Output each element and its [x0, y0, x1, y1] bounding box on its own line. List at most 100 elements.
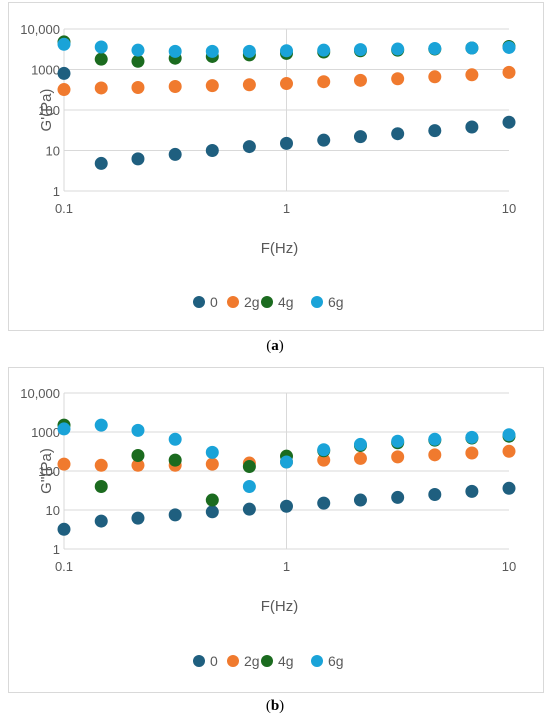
- legend-label: 0: [210, 653, 218, 669]
- data-point-2g: [428, 448, 442, 462]
- x-tick-label: 0.1: [55, 201, 73, 216]
- legend-label: 6g: [328, 653, 344, 669]
- data-point-6g: [353, 437, 367, 451]
- data-point-6g: [502, 40, 516, 54]
- data-point-0: [168, 147, 182, 161]
- data-point-6g: [465, 430, 479, 444]
- data-point-0: [428, 124, 442, 138]
- data-point-0: [280, 499, 293, 513]
- data-point-0: [131, 511, 145, 525]
- y-tick-label: 10: [46, 503, 60, 518]
- data-point-6g: [353, 43, 367, 57]
- data-point-2g: [242, 78, 256, 92]
- data-point-0: [168, 508, 182, 522]
- y-axis-title: G'(Pa): [38, 89, 55, 132]
- data-point-2g: [131, 80, 145, 94]
- data-point-2g: [391, 72, 405, 86]
- data-point-4g: [242, 460, 256, 474]
- legend-marker-4g: [261, 296, 273, 308]
- x-tick-label: 1: [283, 559, 290, 574]
- legend-label: 0: [210, 294, 218, 310]
- data-point-4g: [131, 448, 145, 462]
- data-point-2g: [465, 446, 479, 460]
- data-point-6g: [391, 42, 405, 56]
- x-tick-label: 1: [283, 201, 290, 216]
- legend-marker-0: [193, 655, 205, 667]
- data-point-2g: [131, 458, 145, 472]
- data-point-2g: [205, 79, 219, 93]
- data-point-0: [391, 490, 405, 504]
- legend-marker-2g: [227, 296, 239, 308]
- y-tick-label: 100: [38, 464, 60, 479]
- data-point-0: [205, 144, 219, 157]
- x-axis-title: F(Hz): [261, 240, 299, 257]
- chart-b-svg: 1 10 100 1000 10,000 0.1 1 10 G''(Pa) F(Hz) 0 2g 4g 6…: [20, 386, 516, 669]
- data-point-4g: [168, 453, 182, 467]
- legend-label: 4g: [278, 294, 294, 310]
- data-point-6g: [502, 428, 516, 442]
- x-axis-title: F(Hz): [261, 598, 299, 615]
- data-point-0: [353, 493, 367, 507]
- data-point-6g: [205, 44, 219, 58]
- data-point-4g: [94, 52, 108, 66]
- y-tick-label: 10,000: [20, 22, 60, 37]
- legend-marker-6g: [311, 655, 323, 667]
- data-point-6g: [131, 43, 145, 57]
- data-point-6g: [242, 480, 256, 494]
- data-point-0: [280, 136, 293, 150]
- data-point-2g: [353, 73, 367, 87]
- chart-panel-a: 1 10 100 1000 10,000 0.1 1 10 G'(Pa) F(Hz) 0 2g 4g 6g: [8, 2, 544, 331]
- y-tick-label: 100: [38, 103, 60, 118]
- y-tick-label: 1000: [31, 425, 60, 440]
- data-point-6g: [280, 44, 293, 58]
- legend-marker-6g: [311, 296, 323, 308]
- y-tick-label: 1: [53, 542, 60, 557]
- data-point-0: [94, 156, 108, 170]
- data-point-6g: [57, 37, 71, 51]
- legend-marker-2g: [227, 655, 239, 667]
- legend-label: 2g: [244, 653, 260, 669]
- data-point-2g: [280, 77, 293, 91]
- data-point-4g: [131, 54, 145, 68]
- data-point-2g: [94, 81, 108, 95]
- data-point-2g: [317, 453, 331, 467]
- data-point-6g: [94, 40, 108, 54]
- data-point-0: [391, 127, 405, 141]
- legend-label: 2g: [244, 294, 260, 310]
- chart-a-svg: 1 10 100 1000 10,000 0.1 1 10 G'(Pa) F(Hz) 0 2g 4g 6g: [20, 22, 516, 310]
- data-point-0: [353, 130, 367, 144]
- data-point-2g: [391, 450, 405, 464]
- data-point-6g: [131, 423, 145, 437]
- x-tick-label: 0.1: [55, 559, 73, 574]
- data-point-2g: [94, 458, 108, 472]
- data-point-2g: [465, 68, 479, 82]
- caption-a: (a): [266, 338, 284, 354]
- y-tick-label: 1000: [31, 63, 60, 78]
- x-tick-label: 10: [502, 201, 516, 216]
- data-point-0: [242, 502, 256, 516]
- data-point-0: [131, 152, 145, 166]
- data-point-6g: [391, 434, 405, 448]
- legend-label: 4g: [278, 653, 294, 669]
- data-point-0: [57, 522, 71, 536]
- y-tick-label: 10: [46, 144, 60, 159]
- data-point-2g: [353, 451, 367, 465]
- y-tick-label: 1: [53, 184, 60, 199]
- data-point-2g: [317, 75, 331, 89]
- data-point-6g: [428, 42, 442, 56]
- caption-b: (b): [265, 698, 285, 714]
- data-point-0: [428, 487, 442, 501]
- data-point-6g: [280, 455, 293, 469]
- data-point-0: [502, 115, 516, 129]
- data-point-6g: [168, 432, 182, 446]
- data-point-0: [94, 514, 108, 528]
- data-point-2g: [168, 80, 182, 94]
- data-point-2g: [57, 83, 71, 97]
- x-tick-label: 10: [502, 559, 516, 574]
- data-point-6g: [94, 418, 108, 432]
- data-point-6g: [465, 41, 479, 55]
- data-point-0: [205, 505, 219, 519]
- data-point-0: [502, 481, 516, 495]
- data-point-0: [317, 496, 331, 510]
- data-point-2g: [428, 70, 442, 84]
